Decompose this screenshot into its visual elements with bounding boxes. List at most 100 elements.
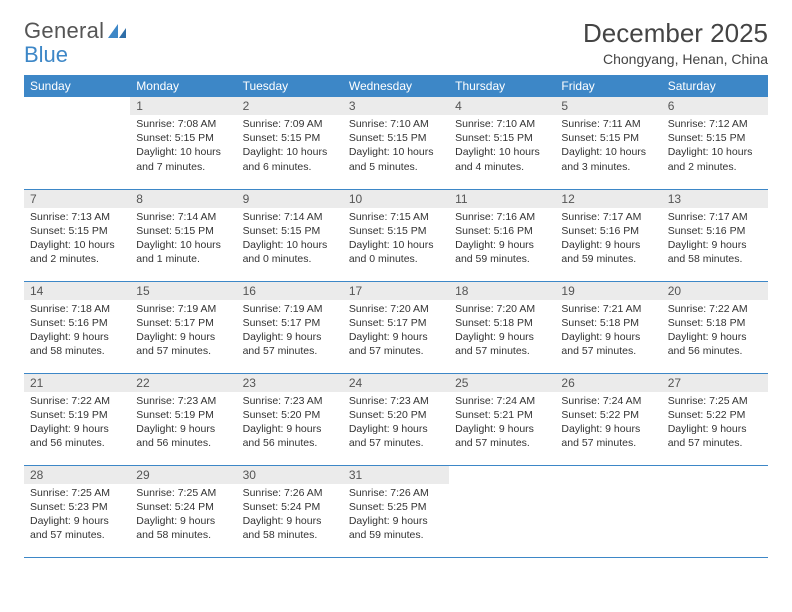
calendar-cell: 6Sunrise: 7:12 AMSunset: 5:15 PMDaylight… [662, 97, 768, 189]
day-details: Sunrise: 7:16 AMSunset: 5:16 PMDaylight:… [449, 208, 555, 271]
calendar-cell: 7Sunrise: 7:13 AMSunset: 5:15 PMDaylight… [24, 189, 130, 281]
day-number: 30 [237, 466, 343, 484]
day-details: Sunrise: 7:23 AMSunset: 5:19 PMDaylight:… [130, 392, 236, 455]
calendar-cell: 8Sunrise: 7:14 AMSunset: 5:15 PMDaylight… [130, 189, 236, 281]
day-details: Sunrise: 7:18 AMSunset: 5:16 PMDaylight:… [24, 300, 130, 363]
day-details: Sunrise: 7:11 AMSunset: 5:15 PMDaylight:… [555, 115, 661, 178]
day-details: Sunrise: 7:19 AMSunset: 5:17 PMDaylight:… [130, 300, 236, 363]
calendar-cell: 3Sunrise: 7:10 AMSunset: 5:15 PMDaylight… [343, 97, 449, 189]
calendar-week-row: 21Sunrise: 7:22 AMSunset: 5:19 PMDayligh… [24, 373, 768, 465]
day-details: Sunrise: 7:10 AMSunset: 5:15 PMDaylight:… [343, 115, 449, 178]
day-details: Sunrise: 7:25 AMSunset: 5:24 PMDaylight:… [130, 484, 236, 547]
weekday-header: Thursday [449, 75, 555, 97]
day-details: Sunrise: 7:17 AMSunset: 5:16 PMDaylight:… [555, 208, 661, 271]
page-subtitle: Chongyang, Henan, China [583, 51, 768, 67]
weekday-header: Monday [130, 75, 236, 97]
day-details: Sunrise: 7:22 AMSunset: 5:18 PMDaylight:… [662, 300, 768, 363]
day-number: 29 [130, 466, 236, 484]
day-number: 31 [343, 466, 449, 484]
calendar-table: SundayMondayTuesdayWednesdayThursdayFrid… [24, 75, 768, 558]
calendar-cell: 28Sunrise: 7:25 AMSunset: 5:23 PMDayligh… [24, 465, 130, 557]
calendar-cell: 1Sunrise: 7:08 AMSunset: 5:15 PMDaylight… [130, 97, 236, 189]
day-details: Sunrise: 7:14 AMSunset: 5:15 PMDaylight:… [130, 208, 236, 271]
day-details: Sunrise: 7:15 AMSunset: 5:15 PMDaylight:… [343, 208, 449, 271]
calendar-head: SundayMondayTuesdayWednesdayThursdayFrid… [24, 75, 768, 97]
calendar-body: 1Sunrise: 7:08 AMSunset: 5:15 PMDaylight… [24, 97, 768, 557]
day-number: 11 [449, 190, 555, 208]
weekday-header: Tuesday [237, 75, 343, 97]
day-number: 9 [237, 190, 343, 208]
day-details: Sunrise: 7:26 AMSunset: 5:25 PMDaylight:… [343, 484, 449, 547]
calendar-cell: 15Sunrise: 7:19 AMSunset: 5:17 PMDayligh… [130, 281, 236, 373]
day-number: 15 [130, 282, 236, 300]
calendar-cell: 5Sunrise: 7:11 AMSunset: 5:15 PMDaylight… [555, 97, 661, 189]
calendar-cell: 2Sunrise: 7:09 AMSunset: 5:15 PMDaylight… [237, 97, 343, 189]
calendar-cell: 11Sunrise: 7:16 AMSunset: 5:16 PMDayligh… [449, 189, 555, 281]
day-details: Sunrise: 7:20 AMSunset: 5:17 PMDaylight:… [343, 300, 449, 363]
day-number-empty [662, 466, 768, 484]
calendar-cell: 4Sunrise: 7:10 AMSunset: 5:15 PMDaylight… [449, 97, 555, 189]
day-number: 6 [662, 97, 768, 115]
day-number: 17 [343, 282, 449, 300]
calendar-week-row: 7Sunrise: 7:13 AMSunset: 5:15 PMDaylight… [24, 189, 768, 281]
title-block: December 2025 Chongyang, Henan, China [583, 18, 768, 67]
day-details: Sunrise: 7:21 AMSunset: 5:18 PMDaylight:… [555, 300, 661, 363]
calendar-cell: 29Sunrise: 7:25 AMSunset: 5:24 PMDayligh… [130, 465, 236, 557]
day-number: 14 [24, 282, 130, 300]
calendar-cell: 14Sunrise: 7:18 AMSunset: 5:16 PMDayligh… [24, 281, 130, 373]
day-details: Sunrise: 7:24 AMSunset: 5:22 PMDaylight:… [555, 392, 661, 455]
day-details: Sunrise: 7:20 AMSunset: 5:18 PMDaylight:… [449, 300, 555, 363]
weekday-header: Wednesday [343, 75, 449, 97]
logo-text-general: General [24, 18, 104, 44]
day-number: 13 [662, 190, 768, 208]
day-number-empty [449, 466, 555, 484]
calendar-cell [662, 465, 768, 557]
weekday-header: Sunday [24, 75, 130, 97]
calendar-cell: 31Sunrise: 7:26 AMSunset: 5:25 PMDayligh… [343, 465, 449, 557]
day-number: 19 [555, 282, 661, 300]
day-details: Sunrise: 7:25 AMSunset: 5:22 PMDaylight:… [662, 392, 768, 455]
calendar-cell: 22Sunrise: 7:23 AMSunset: 5:19 PMDayligh… [130, 373, 236, 465]
day-details: Sunrise: 7:10 AMSunset: 5:15 PMDaylight:… [449, 115, 555, 178]
day-number: 1 [130, 97, 236, 115]
calendar-week-row: 14Sunrise: 7:18 AMSunset: 5:16 PMDayligh… [24, 281, 768, 373]
calendar-week-row: 28Sunrise: 7:25 AMSunset: 5:23 PMDayligh… [24, 465, 768, 557]
day-details: Sunrise: 7:17 AMSunset: 5:16 PMDaylight:… [662, 208, 768, 271]
logo-text-blue: Blue [24, 42, 68, 68]
day-details: Sunrise: 7:26 AMSunset: 5:24 PMDaylight:… [237, 484, 343, 547]
day-details: Sunrise: 7:24 AMSunset: 5:21 PMDaylight:… [449, 392, 555, 455]
calendar-cell: 27Sunrise: 7:25 AMSunset: 5:22 PMDayligh… [662, 373, 768, 465]
day-number: 2 [237, 97, 343, 115]
day-number-empty [24, 97, 130, 115]
header: General December 2025 Chongyang, Henan, … [24, 18, 768, 67]
logo-sail-icon [106, 22, 128, 40]
calendar-cell: 9Sunrise: 7:14 AMSunset: 5:15 PMDaylight… [237, 189, 343, 281]
day-number: 12 [555, 190, 661, 208]
calendar-cell: 21Sunrise: 7:22 AMSunset: 5:19 PMDayligh… [24, 373, 130, 465]
day-number-empty [555, 466, 661, 484]
day-number: 18 [449, 282, 555, 300]
day-number: 21 [24, 374, 130, 392]
calendar-cell: 30Sunrise: 7:26 AMSunset: 5:24 PMDayligh… [237, 465, 343, 557]
day-number: 10 [343, 190, 449, 208]
calendar-cell [555, 465, 661, 557]
day-details: Sunrise: 7:09 AMSunset: 5:15 PMDaylight:… [237, 115, 343, 178]
calendar-cell: 10Sunrise: 7:15 AMSunset: 5:15 PMDayligh… [343, 189, 449, 281]
day-number: 3 [343, 97, 449, 115]
weekday-header: Friday [555, 75, 661, 97]
weekday-header: Saturday [662, 75, 768, 97]
day-number: 5 [555, 97, 661, 115]
calendar-cell: 24Sunrise: 7:23 AMSunset: 5:20 PMDayligh… [343, 373, 449, 465]
calendar-cell: 20Sunrise: 7:22 AMSunset: 5:18 PMDayligh… [662, 281, 768, 373]
calendar-cell: 12Sunrise: 7:17 AMSunset: 5:16 PMDayligh… [555, 189, 661, 281]
day-number: 28 [24, 466, 130, 484]
day-details: Sunrise: 7:13 AMSunset: 5:15 PMDaylight:… [24, 208, 130, 271]
logo: General [24, 18, 128, 44]
calendar-cell: 23Sunrise: 7:23 AMSunset: 5:20 PMDayligh… [237, 373, 343, 465]
calendar-cell: 18Sunrise: 7:20 AMSunset: 5:18 PMDayligh… [449, 281, 555, 373]
page-title: December 2025 [583, 18, 768, 49]
day-number: 23 [237, 374, 343, 392]
day-number: 24 [343, 374, 449, 392]
calendar-cell: 16Sunrise: 7:19 AMSunset: 5:17 PMDayligh… [237, 281, 343, 373]
calendar-cell [449, 465, 555, 557]
